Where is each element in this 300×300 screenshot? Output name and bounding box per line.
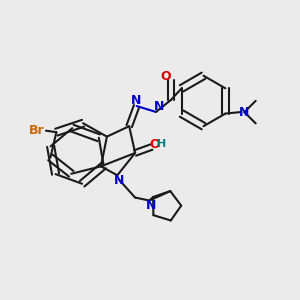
Text: O: O <box>150 138 160 151</box>
Text: N: N <box>114 174 124 187</box>
Text: Br: Br <box>29 124 45 137</box>
Text: N: N <box>154 100 165 113</box>
Text: N: N <box>238 106 249 118</box>
Text: H: H <box>157 139 166 149</box>
Text: O: O <box>160 70 171 83</box>
Text: N: N <box>146 200 156 212</box>
Text: N: N <box>131 94 141 107</box>
